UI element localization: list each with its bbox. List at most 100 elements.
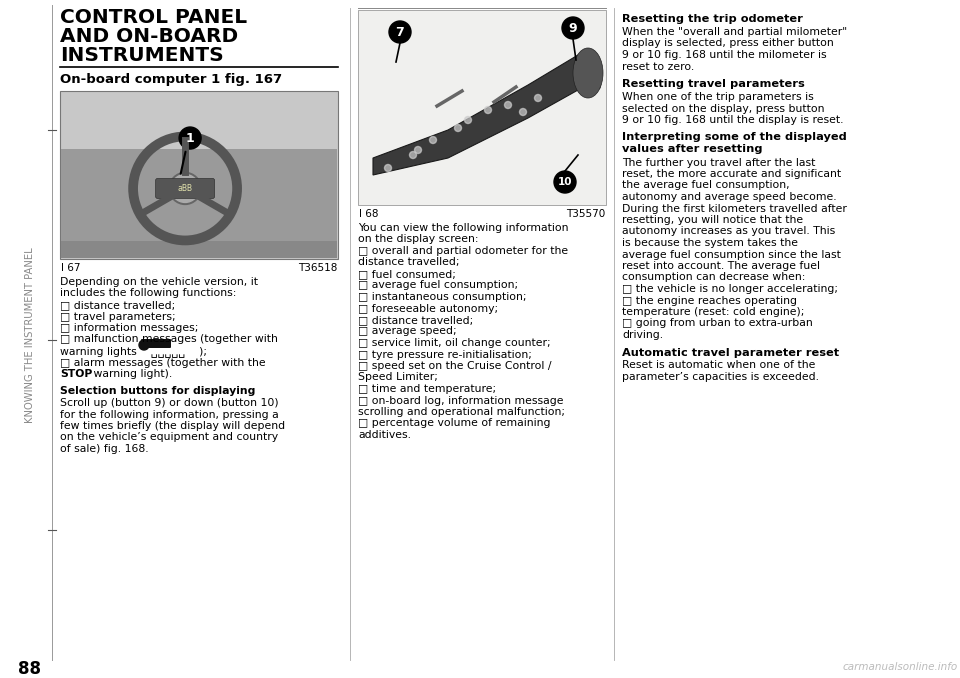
Bar (61, 165, 337, 258)
Text: autonomy increases as you travel. This: autonomy increases as you travel. This (622, 226, 835, 237)
Text: autonomy and average speed become.: autonomy and average speed become. (622, 192, 836, 202)
Text: display is selected, press either button: display is selected, press either button (622, 39, 833, 49)
Text: T35570: T35570 (565, 209, 605, 219)
Text: Reset is automatic when one of the: Reset is automatic when one of the (622, 361, 815, 370)
Text: The further you travel after the last: The further you travel after the last (622, 157, 815, 167)
PathPatch shape (373, 55, 600, 175)
Circle shape (505, 102, 512, 108)
Text: I 68: I 68 (359, 209, 378, 219)
Text: INSTRUMENTS: INSTRUMENTS (60, 46, 224, 65)
Circle shape (465, 117, 471, 123)
Text: Automatic travel parameter reset: Automatic travel parameter reset (622, 348, 839, 357)
Text: □ instantaneous consumption;: □ instantaneous consumption; (358, 292, 526, 302)
Text: 9 or 10 fig. 168 until the display is reset.: 9 or 10 fig. 168 until the display is re… (622, 115, 844, 125)
Text: When the "overall and partial milometer": When the "overall and partial milometer" (622, 27, 847, 37)
FancyBboxPatch shape (141, 339, 171, 348)
Text: □ percentage volume of remaining: □ percentage volume of remaining (358, 418, 550, 428)
Text: warning lights    ␣␣␣␣␣    );: warning lights ␣␣␣␣␣ ); (60, 346, 207, 357)
Text: □ average speed;: □ average speed; (358, 327, 457, 336)
Text: 9: 9 (568, 22, 577, 35)
Circle shape (385, 165, 392, 172)
Text: 9 or 10 fig. 168 until the milometer is: 9 or 10 fig. 168 until the milometer is (622, 50, 827, 60)
Circle shape (389, 21, 411, 43)
Text: includes the following functions:: includes the following functions: (60, 289, 236, 298)
Text: □ information messages;: □ information messages; (60, 323, 199, 333)
Circle shape (562, 17, 584, 39)
Text: of sale) fig. 168.: of sale) fig. 168. (60, 444, 149, 454)
Circle shape (485, 106, 492, 113)
Text: □ speed set on the Cruise Control /: □ speed set on the Cruise Control / (358, 361, 551, 371)
Text: Scroll up (button 9) or down (button 10): Scroll up (button 9) or down (button 10) (60, 398, 278, 408)
Text: driving.: driving. (622, 330, 663, 340)
Text: consumption can decrease when:: consumption can decrease when: (622, 273, 805, 283)
Text: temperature (reset: cold engine);: temperature (reset: cold engine); (622, 307, 804, 317)
Text: is because the system takes the: is because the system takes the (622, 238, 798, 248)
Bar (60, 91, 338, 259)
Circle shape (554, 171, 576, 193)
Text: Resetting the trip odometer: Resetting the trip odometer (622, 14, 803, 24)
Text: selected on the display, press button: selected on the display, press button (622, 104, 825, 113)
Text: □ distance travelled;: □ distance travelled; (358, 315, 473, 325)
Text: the average fuel consumption,: the average fuel consumption, (622, 180, 790, 191)
Text: reset, the more accurate and significant: reset, the more accurate and significant (622, 169, 841, 179)
Text: for the following information, pressing a: for the following information, pressing … (60, 410, 278, 420)
Bar (358, 10, 606, 205)
Bar (61, 148, 337, 241)
Circle shape (519, 108, 526, 115)
Ellipse shape (573, 48, 603, 98)
Text: You can view the following information: You can view the following information (358, 223, 568, 233)
Text: aBB: aBB (178, 184, 193, 193)
Circle shape (139, 340, 149, 350)
Text: □ average fuel consumption;: □ average fuel consumption; (358, 281, 518, 290)
Text: distance travelled;: distance travelled; (358, 258, 460, 268)
Text: □ foreseeable autonomy;: □ foreseeable autonomy; (358, 304, 498, 313)
Text: T36518: T36518 (298, 263, 337, 273)
Text: parameter’s capacities is exceeded.: parameter’s capacities is exceeded. (622, 372, 819, 382)
Text: When one of the trip parameters is: When one of the trip parameters is (622, 92, 814, 102)
Text: During the first kilometers travelled after: During the first kilometers travelled af… (622, 203, 847, 214)
Text: Interpreting some of the displayed: Interpreting some of the displayed (622, 132, 847, 142)
Text: □ fuel consumed;: □ fuel consumed; (358, 269, 456, 279)
Text: values after resetting: values after resetting (622, 144, 762, 155)
Circle shape (429, 136, 437, 144)
Text: resetting, you will notice that the: resetting, you will notice that the (622, 215, 804, 225)
Text: □ distance travelled;: □ distance travelled; (60, 300, 176, 310)
Text: □ the vehicle is no longer accelerating;: □ the vehicle is no longer accelerating; (622, 284, 838, 294)
Text: □ time and temperature;: □ time and temperature; (358, 384, 496, 394)
Text: on the display screen:: on the display screen: (358, 235, 478, 245)
Text: □ going from urban to extra-urban: □ going from urban to extra-urban (622, 319, 813, 329)
Text: Depending on the vehicle version, it: Depending on the vehicle version, it (60, 277, 258, 287)
Text: 7: 7 (396, 26, 404, 39)
Text: □ overall and partial odometer for the: □ overall and partial odometer for the (358, 246, 568, 256)
Text: Resetting travel parameters: Resetting travel parameters (622, 79, 804, 89)
Text: □ alarm messages (together with the: □ alarm messages (together with the (60, 357, 266, 367)
Text: 10: 10 (558, 177, 572, 187)
Circle shape (415, 146, 421, 153)
Text: reset to zero.: reset to zero. (622, 62, 694, 71)
Text: AND ON-BOARD: AND ON-BOARD (60, 27, 238, 46)
Text: additives.: additives. (358, 430, 411, 440)
Text: on the vehicle’s equipment and country: on the vehicle’s equipment and country (60, 433, 278, 443)
Text: □ on-board log, information message: □ on-board log, information message (358, 395, 564, 405)
Circle shape (180, 127, 201, 149)
Text: CONTROL PANEL: CONTROL PANEL (60, 8, 247, 27)
Text: On-board computer 1 fig. 167: On-board computer 1 fig. 167 (60, 73, 282, 86)
Text: □ malfunction messages (together with: □ malfunction messages (together with (60, 334, 277, 344)
Bar (61, 199, 337, 258)
Circle shape (171, 174, 199, 203)
Text: □ travel parameters;: □ travel parameters; (60, 311, 176, 321)
Text: reset into account. The average fuel: reset into account. The average fuel (622, 261, 820, 271)
FancyBboxPatch shape (156, 178, 215, 199)
Text: □ service limit, oil change counter;: □ service limit, oil change counter; (358, 338, 551, 348)
Text: Selection buttons for displaying: Selection buttons for displaying (60, 386, 255, 395)
Circle shape (535, 94, 541, 102)
Circle shape (454, 125, 462, 132)
Text: average fuel consumption since the last: average fuel consumption since the last (622, 250, 841, 260)
Text: scrolling and operational malfunction;: scrolling and operational malfunction; (358, 407, 565, 417)
Text: carmanualsonline.info: carmanualsonline.info (843, 662, 958, 672)
Text: Speed Limiter;: Speed Limiter; (358, 372, 438, 382)
Text: I 67: I 67 (61, 263, 81, 273)
Text: few times briefly (the display will depend: few times briefly (the display will depe… (60, 421, 285, 431)
Text: □ the engine reaches operating: □ the engine reaches operating (622, 296, 797, 306)
Text: KNOWING THE INSTRUMENT PANEL: KNOWING THE INSTRUMENT PANEL (25, 247, 35, 423)
